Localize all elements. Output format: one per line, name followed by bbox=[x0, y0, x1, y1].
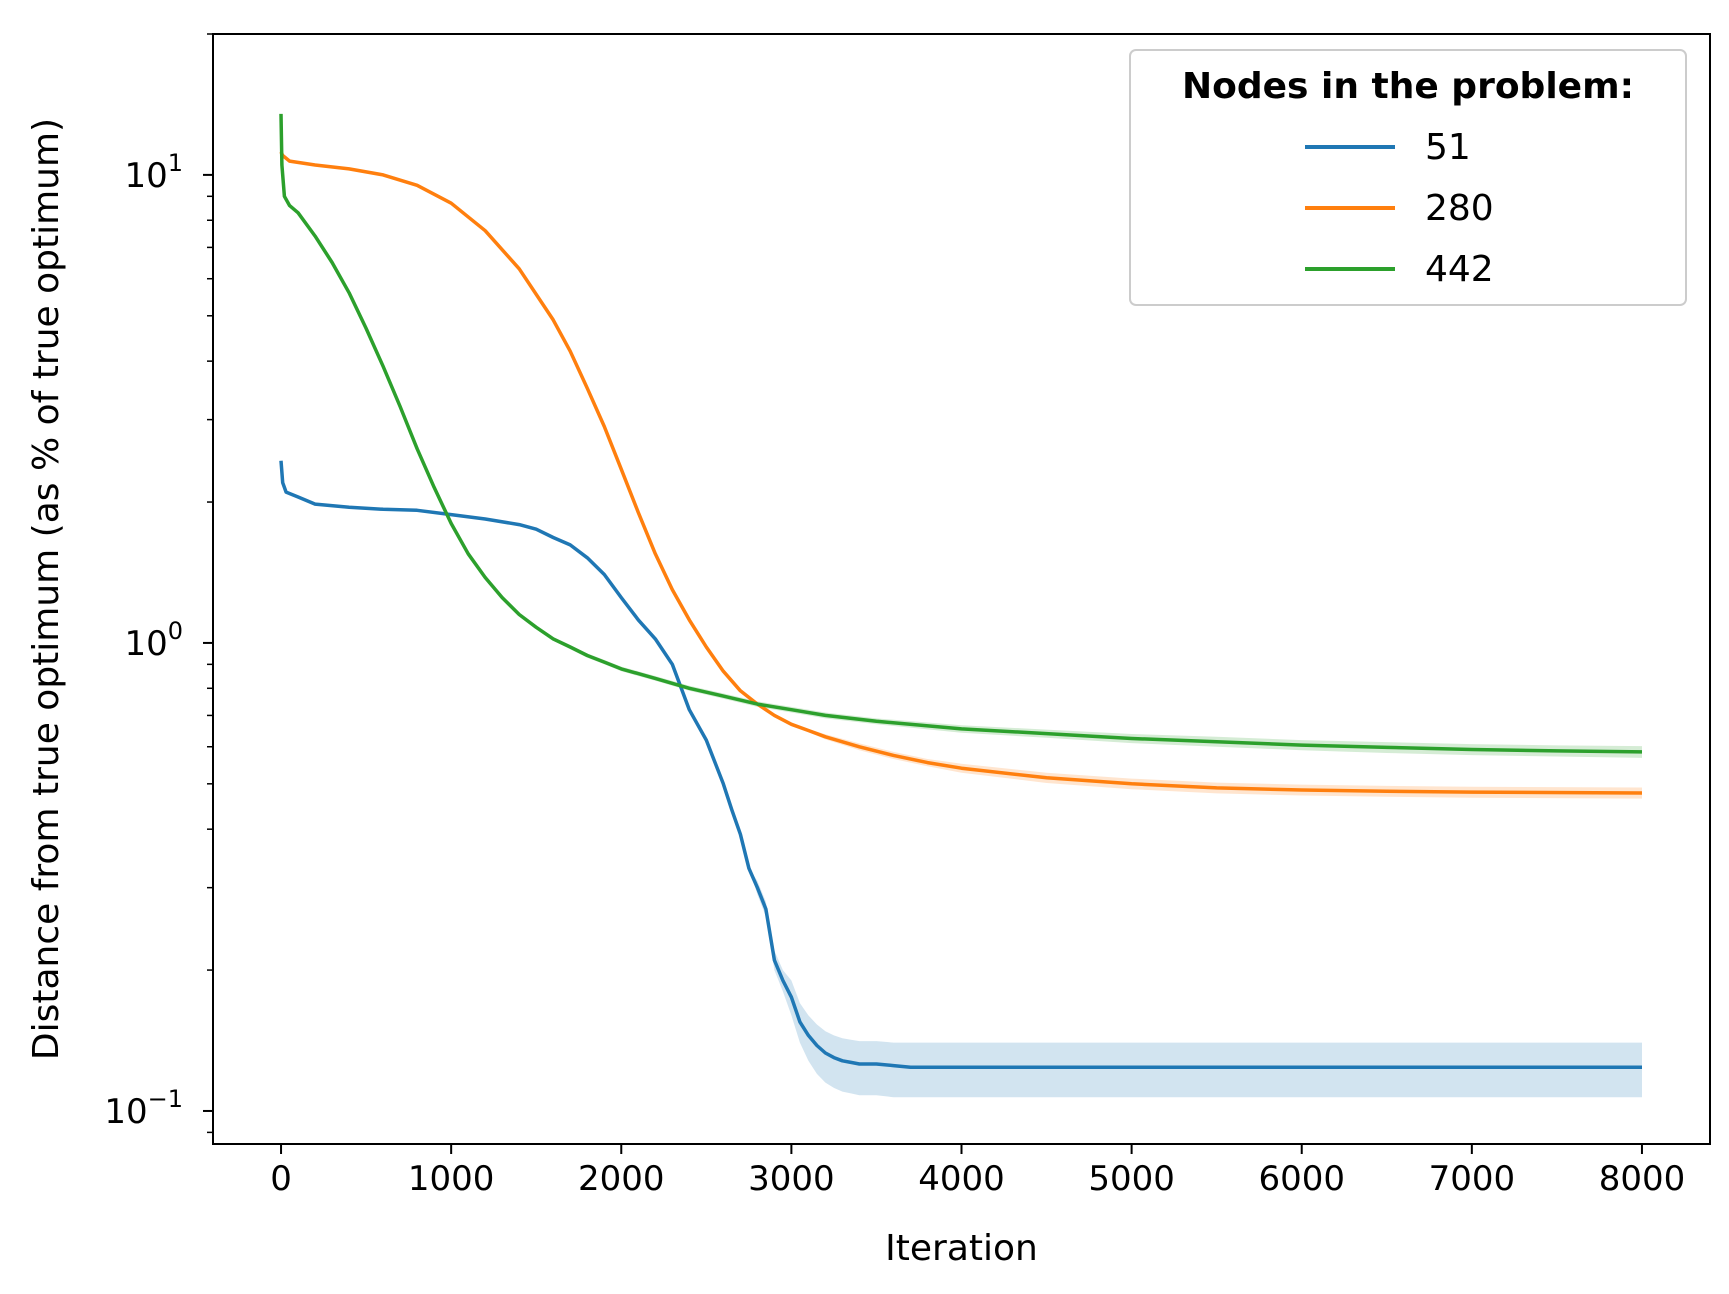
legend-box bbox=[1129, 49, 1687, 306]
legend-items: 51 280 442 bbox=[1305, 127, 1494, 290]
x-axis-label: Iteration bbox=[885, 1228, 1038, 1269]
legend-label-442: 442 bbox=[1425, 249, 1494, 290]
line-series-280 bbox=[279, 151, 1643, 795]
series-lines bbox=[279, 113, 1643, 1069]
x-tick-label: 3000 bbox=[748, 1159, 835, 1199]
x-tick-label: 2000 bbox=[578, 1159, 665, 1199]
x-axis: 0 1000 2000 3000 4000 5000 6000 7000 8000 bbox=[270, 1144, 1685, 1199]
legend-label-280: 280 bbox=[1425, 188, 1494, 229]
y-axis: 101 100 10−1 bbox=[104, 33, 213, 1134]
x-tick-label: 8000 bbox=[1599, 1159, 1686, 1199]
x-tick-label: 6000 bbox=[1258, 1159, 1345, 1199]
x-tick-label: 0 bbox=[270, 1159, 292, 1199]
line-series-442 bbox=[279, 113, 1643, 754]
legend: Nodes in the problem: 51 280 442 bbox=[1129, 49, 1687, 306]
y-axis-label: Distance from true optimum (as % of true… bbox=[26, 118, 67, 1060]
x-tick-label: 4000 bbox=[918, 1159, 1005, 1199]
x-tick-label: 1000 bbox=[408, 1159, 495, 1199]
legend-title: Nodes in the problem: bbox=[1182, 66, 1634, 107]
y-tick-label: 101 bbox=[124, 149, 183, 196]
y-tick-label: 10−1 bbox=[104, 1085, 183, 1132]
x-tick-label: 5000 bbox=[1088, 1159, 1175, 1199]
y-tick-label: 100 bbox=[124, 617, 183, 664]
legend-label-51: 51 bbox=[1425, 127, 1471, 168]
x-tick-label: 7000 bbox=[1429, 1159, 1516, 1199]
